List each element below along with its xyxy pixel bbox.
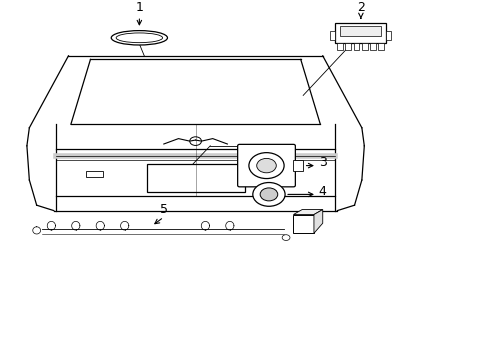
Ellipse shape	[111, 31, 167, 45]
Polygon shape	[313, 210, 322, 233]
Bar	[377, 43, 383, 50]
Text: 3: 3	[318, 156, 326, 169]
Bar	[339, 26, 381, 36]
Bar	[353, 43, 359, 50]
Ellipse shape	[116, 33, 162, 43]
Text: 1: 1	[135, 1, 143, 14]
Text: 5: 5	[160, 203, 167, 216]
Circle shape	[248, 153, 284, 179]
Bar	[369, 43, 375, 50]
Circle shape	[282, 235, 289, 240]
Circle shape	[256, 158, 276, 173]
Bar	[334, 23, 386, 43]
Bar	[293, 160, 303, 171]
Text: 2: 2	[356, 1, 364, 14]
Bar	[293, 215, 313, 233]
Bar	[337, 43, 343, 50]
Bar	[345, 43, 350, 50]
Text: 4: 4	[318, 185, 326, 198]
FancyBboxPatch shape	[237, 144, 295, 187]
Bar	[329, 31, 334, 40]
Circle shape	[252, 183, 285, 206]
Bar	[85, 171, 102, 177]
Bar	[361, 43, 367, 50]
Bar	[146, 164, 244, 192]
Circle shape	[260, 188, 277, 201]
Circle shape	[189, 137, 201, 145]
Polygon shape	[293, 210, 322, 215]
Bar	[386, 31, 390, 40]
